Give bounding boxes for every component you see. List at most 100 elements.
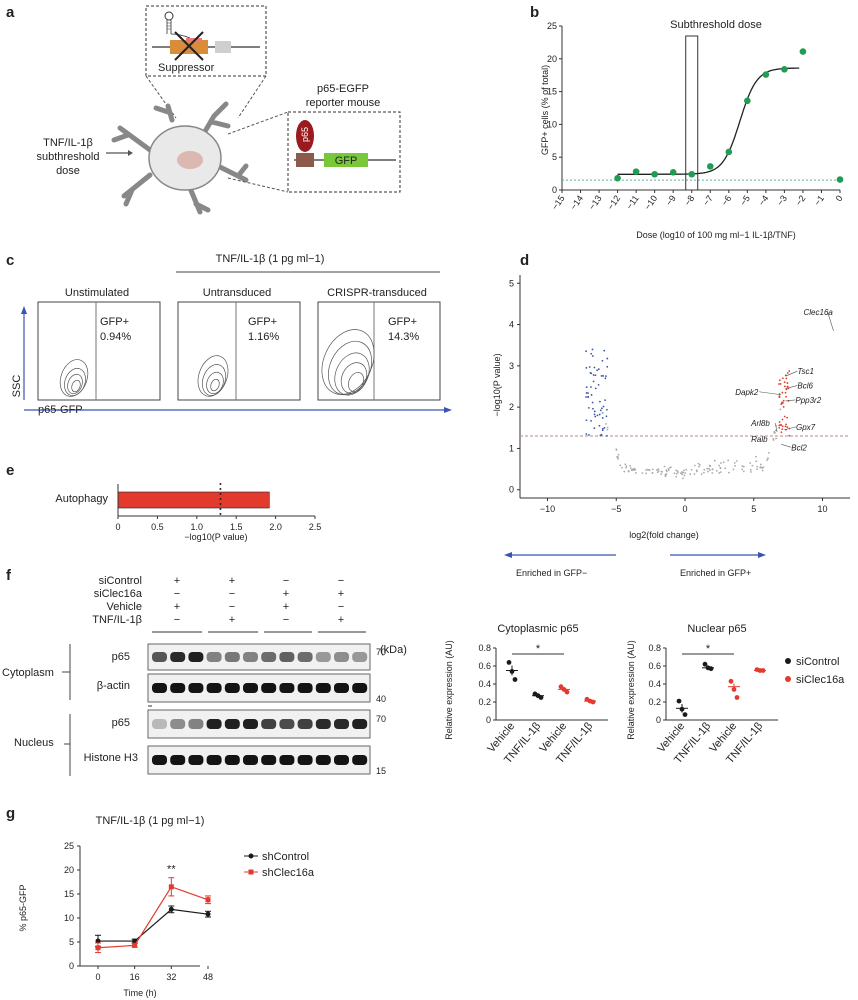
e-dot (219, 498, 222, 500)
d-point-cloud (585, 348, 791, 480)
c-gate-2: GFP+ (248, 316, 277, 328)
d-point (760, 466, 763, 469)
b-point (725, 148, 733, 156)
d-point (606, 426, 609, 429)
d-point (708, 467, 710, 470)
d-point-down (585, 386, 588, 389)
d-point-up (781, 391, 784, 394)
panel-e-enrichment: Autophagy −log10(P value) 0 0.5 1.0 1.5 2.0 2… (55, 483, 321, 542)
d-point (702, 471, 705, 474)
f-band (206, 755, 222, 765)
d-gene-label: Arl8b (750, 419, 770, 428)
fc-y-tick-label: 0.4 (478, 679, 491, 689)
d-point-down (598, 413, 601, 416)
g-series-line (98, 908, 209, 942)
d-point-down (601, 429, 604, 432)
g-series-line (97, 886, 209, 949)
d-point-up (778, 395, 781, 398)
d-right-label: Enriched in GFP+ (680, 568, 751, 578)
stim-line-2: subthreshold (37, 151, 100, 163)
panel-a-schematic: Suppressor TNF/IL-1β subthreshold dose p… (37, 5, 401, 215)
g-x-tick-label: 0 (95, 972, 100, 982)
suppressor-label: Suppressor (158, 62, 215, 74)
d-point-down (594, 387, 597, 390)
d-point-down (585, 396, 587, 398)
b-x-tick-label: −4 (756, 193, 770, 207)
d-point-up (783, 381, 786, 384)
f-sign: − (174, 614, 180, 626)
fc-y-tick-label: 0.8 (648, 643, 661, 653)
d-point-up (783, 415, 786, 418)
d-point (683, 474, 686, 477)
d-point-down (590, 352, 593, 355)
d-point-up (785, 377, 788, 380)
d-point (722, 461, 725, 464)
b-x-tick-label: −12 (605, 193, 622, 211)
b-x-tick-label: −5 (738, 193, 752, 207)
g-point (95, 945, 101, 951)
e-category: Autophagy (55, 493, 108, 505)
f-sign: − (229, 601, 235, 613)
d-point-down (601, 427, 604, 430)
d-point-down (601, 417, 604, 419)
d-point-up (783, 385, 786, 388)
f-band (352, 755, 368, 765)
d-point (734, 465, 736, 467)
b-y-tick-label: 25 (547, 21, 557, 31)
f-sign: − (283, 614, 289, 626)
f-band (206, 652, 222, 662)
g-point (205, 911, 211, 917)
d-point-up (778, 424, 781, 427)
d-point-down (605, 434, 608, 437)
g-y-tick-label: 0 (69, 961, 74, 971)
fc-point (682, 712, 688, 717)
d-point-down (604, 399, 606, 402)
d-point-down (599, 409, 602, 412)
f-band (334, 652, 349, 662)
b-x-tick-label: −9 (664, 193, 678, 207)
fc-point (590, 699, 596, 705)
panel-label-d: d (520, 252, 530, 269)
f-band (224, 719, 240, 729)
b-x-tick-label: −15 (550, 193, 567, 211)
panel-label-f: f (6, 567, 11, 584)
panel-f-cyto-chart: Cytoplasmic p65 Relative expression (AU)… (444, 623, 608, 765)
panel-f-blot: siControl siClec16a Vehicle TNF/IL-1β + +… (92, 575, 407, 656)
d-point (631, 468, 634, 471)
d-xlabel: log2(fold change) (629, 530, 699, 540)
f-sign: + (229, 614, 235, 626)
d-point (724, 467, 727, 470)
d-gene-label: Clec16a (804, 308, 834, 317)
d-gene-leader (774, 422, 778, 432)
f-band (243, 719, 258, 729)
f-sign: − (283, 575, 289, 587)
d-point-up (779, 383, 782, 385)
d-point (719, 462, 722, 464)
legend-sicontrol: siControl (796, 656, 839, 668)
d-y-tick-label: 3 (509, 361, 514, 371)
c-plot-2 (177, 301, 301, 401)
d-point (711, 468, 714, 471)
b-point (651, 170, 658, 178)
c-pct-3: 14.3% (388, 331, 419, 343)
b-y-tick-label: 0 (552, 185, 557, 195)
d-point (651, 468, 654, 471)
d-point-down (605, 415, 608, 418)
d-point (681, 473, 684, 476)
e-x-tick-label: 1.0 (191, 522, 204, 532)
d-point (695, 470, 698, 473)
d-point (601, 412, 604, 415)
d-gene-label: Ralb (751, 435, 768, 444)
f-blot-label-4: Histone H3 (84, 752, 138, 764)
e-dot (219, 493, 222, 495)
d-point-down (585, 350, 587, 353)
f-band (261, 652, 277, 662)
f-band (315, 755, 331, 765)
d-point (698, 465, 700, 468)
d-point (728, 471, 730, 474)
gfp-label: GFP (335, 155, 358, 167)
d-x-tick-label: 10 (817, 504, 827, 514)
panel-b-dose-response: Subthreshold dose GFP+ cells (% of total… (540, 19, 845, 240)
d-gene-leader (781, 444, 792, 448)
d-point-up (784, 391, 787, 394)
